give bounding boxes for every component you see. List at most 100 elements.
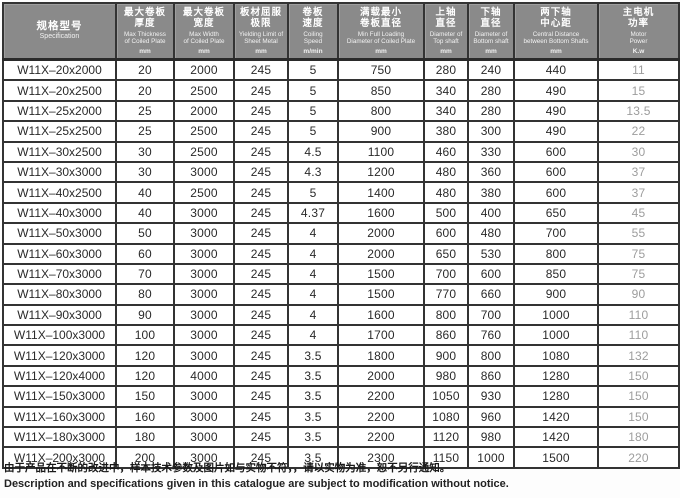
value-cell-coiling-speed: 4 <box>287 283 339 306</box>
value-cell-motor-power: 13.5 <box>597 99 680 123</box>
value-cell-top-shaft: 480 <box>423 160 469 184</box>
value-cell-max-thickness: 160 <box>115 405 175 429</box>
value-cell-max-thickness: 20 <box>115 58 175 82</box>
value-cell-max-thickness: 50 <box>115 222 175 245</box>
value-cell-top-shaft: 480 <box>423 181 469 204</box>
value-cell-min-diameter: 2000 <box>337 242 425 265</box>
value-cell-max-thickness: 80 <box>115 283 175 306</box>
column-header-model: 规格型号 Specification <box>2 2 117 61</box>
value-cell-motor-power: 55 <box>597 222 680 245</box>
table-row: W11X–25x2000 25 2000 245 5 800 340 280 490 13.5 <box>2 99 680 123</box>
value-cell-max-width: 3000 <box>173 201 235 225</box>
value-cell-motor-power: 45 <box>597 201 680 225</box>
value-cell-max-thickness: 25 <box>115 99 175 123</box>
value-cell-coiling-speed: 3.5 <box>287 385 339 408</box>
column-title-zh: 板材屈服 极限 <box>239 6 282 30</box>
value-cell-max-thickness: 25 <box>115 120 175 143</box>
value-cell-top-shaft: 340 <box>423 79 469 102</box>
value-cell-max-width: 3000 <box>173 242 235 265</box>
value-cell-motor-power: 11 <box>597 58 680 82</box>
value-cell-max-thickness: 20 <box>115 79 175 102</box>
value-cell-coiling-speed: 4 <box>287 242 339 265</box>
value-cell-motor-power: 37 <box>597 181 680 204</box>
value-cell-yield-limit: 245 <box>233 242 289 265</box>
column-title-en: Coiling Speed <box>303 30 323 46</box>
value-cell-center-distance: 440 <box>513 58 599 82</box>
column-title-en: Specification <box>39 33 80 41</box>
column-title-zh: 上轴 直径 <box>435 6 457 30</box>
model-cell: W11X–180x3000 <box>2 426 117 449</box>
table-row: W11X–120x4000 120 4000 245 3.5 2000 980 860 1280… <box>2 364 680 388</box>
value-cell-max-thickness: 120 <box>115 364 175 388</box>
value-cell-coiling-speed: 4.5 <box>287 140 339 163</box>
value-cell-coiling-speed: 5 <box>287 181 339 204</box>
column-unit: mm <box>485 48 497 56</box>
table-row: W11X–60x3000 60 3000 245 4 2000 650 530 800 75 <box>2 242 680 265</box>
column-title-zh: 最大卷板 厚度 <box>123 6 166 30</box>
model-cell: W11X–30x2500 <box>2 140 117 163</box>
value-cell-top-shaft: 770 <box>423 283 469 306</box>
column-header-min-diameter: 满载最小 卷板直径 Min Full Loading Diameter of Co… <box>337 2 425 61</box>
value-cell-max-width: 3000 <box>173 446 235 469</box>
value-cell-bottom-shaft: 700 <box>467 303 515 327</box>
value-cell-min-diameter: 2200 <box>337 405 425 429</box>
value-cell-motor-power: 180 <box>597 426 680 449</box>
table-row: W11X–20x2500 20 2500 245 5 850 340 280 490 15 <box>2 79 680 102</box>
column-header-yield-limit: 板材屈服 极限 Yielding Limit of Sheet Metal mm <box>233 2 289 61</box>
model-cell: W11X–70x3000 <box>2 262 117 286</box>
value-cell-max-thickness: 90 <box>115 303 175 327</box>
table-row: W11X–20x2000 20 2000 245 5 750 280 240 440 11 <box>2 58 680 82</box>
value-cell-min-diameter: 800 <box>337 99 425 123</box>
value-cell-bottom-shaft: 860 <box>467 364 515 388</box>
value-cell-coiling-speed: 3.5 <box>287 446 339 469</box>
column-title-zh: 卷板 速度 <box>302 6 324 30</box>
value-cell-bottom-shaft: 800 <box>467 344 515 367</box>
value-cell-yield-limit: 245 <box>233 426 289 449</box>
value-cell-center-distance: 1500 <box>513 446 599 469</box>
table-body: W11X–20x2000 20 2000 245 5 750 280 240 440 11 W11X… <box>2 58 680 469</box>
column-title-en: Central Distance between Bottom Shafts <box>523 30 589 46</box>
value-cell-center-distance: 650 <box>513 201 599 225</box>
model-cell: W11X–120x3000 <box>2 344 117 367</box>
table-row: W11X–200x3000 200 3000 245 3.5 2300 1150 1000 15… <box>2 446 680 469</box>
value-cell-center-distance: 1000 <box>513 303 599 327</box>
value-cell-motor-power: 30 <box>597 140 680 163</box>
header-row: 规格型号 Specification 最大卷板 厚度 Max Thickness of… <box>2 2 680 61</box>
value-cell-center-distance: 900 <box>513 283 599 306</box>
column-unit: mm <box>550 48 562 56</box>
value-cell-top-shaft: 1080 <box>423 405 469 429</box>
column-header-center-distance: 两下轴 中心距 Central Distance between Bottom S… <box>513 2 599 61</box>
value-cell-max-width: 3000 <box>173 222 235 245</box>
value-cell-motor-power: 37 <box>597 160 680 184</box>
value-cell-yield-limit: 245 <box>233 385 289 408</box>
value-cell-max-thickness: 180 <box>115 426 175 449</box>
value-cell-yield-limit: 245 <box>233 405 289 429</box>
model-cell: W11X–40x3000 <box>2 201 117 225</box>
value-cell-yield-limit: 245 <box>233 120 289 143</box>
value-cell-max-width: 2000 <box>173 99 235 123</box>
value-cell-coiling-speed: 5 <box>287 79 339 102</box>
column-unit: mm <box>139 48 151 56</box>
specification-table: 规格型号 Specification 最大卷板 厚度 Max Thickness of… <box>2 2 680 469</box>
notice-text-english: Description and specifications given in … <box>4 477 509 490</box>
value-cell-bottom-shaft: 760 <box>467 324 515 347</box>
model-cell: W11X–200x3000 <box>2 446 117 469</box>
value-cell-coiling-speed: 3.5 <box>287 426 339 449</box>
column-title-en: Motor Power <box>629 30 648 46</box>
value-cell-top-shaft: 1050 <box>423 385 469 408</box>
value-cell-yield-limit: 245 <box>233 303 289 327</box>
value-cell-min-diameter: 2300 <box>337 446 425 469</box>
value-cell-min-diameter: 750 <box>337 58 425 82</box>
value-cell-min-diameter: 900 <box>337 120 425 143</box>
value-cell-yield-limit: 245 <box>233 160 289 184</box>
value-cell-motor-power: 110 <box>597 324 680 347</box>
value-cell-max-width: 2500 <box>173 79 235 102</box>
value-cell-coiling-speed: 5 <box>287 58 339 82</box>
value-cell-top-shaft: 340 <box>423 99 469 123</box>
value-cell-max-width: 2500 <box>173 140 235 163</box>
value-cell-top-shaft: 1150 <box>423 446 469 469</box>
column-header-max-thickness: 最大卷板 厚度 Max Thickness of Coiled Plate mm <box>115 2 175 61</box>
value-cell-top-shaft: 600 <box>423 222 469 245</box>
value-cell-coiling-speed: 4 <box>287 324 339 347</box>
value-cell-yield-limit: 245 <box>233 446 289 469</box>
